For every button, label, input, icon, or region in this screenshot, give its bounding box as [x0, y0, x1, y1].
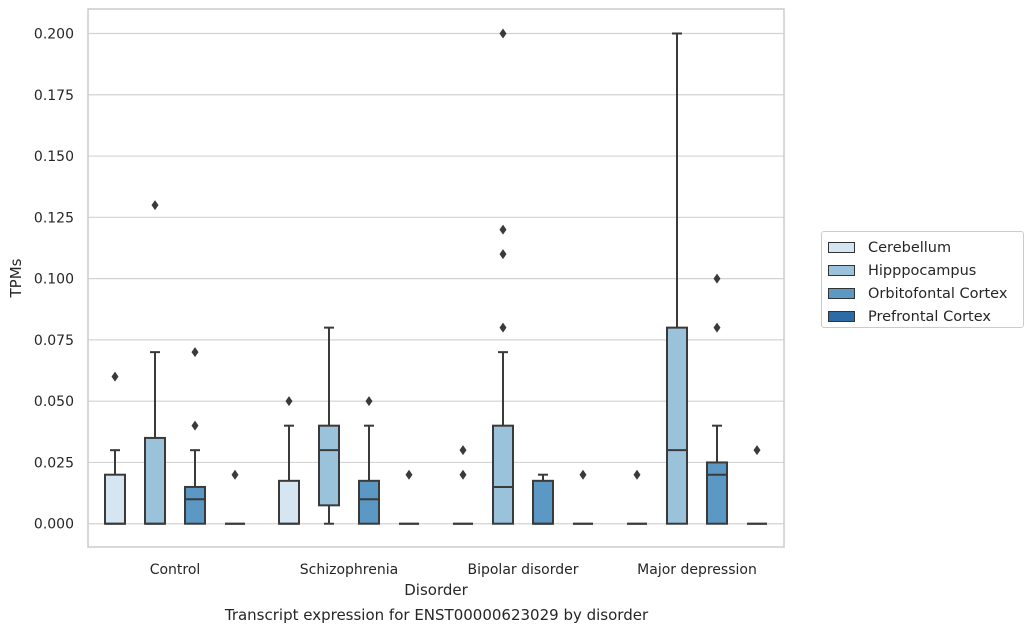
box-body — [184, 485, 206, 525]
legend: Cerebellum Hipppocampus Orbitofontal Cor… — [821, 231, 1024, 328]
y-axis-label: TPMs — [7, 258, 25, 298]
x-tick-labels: Control Schizophrenia Bipolar disorder Majo… — [150, 562, 757, 578]
plot-frame — [87, 8, 785, 548]
outlier-point — [191, 347, 199, 358]
x-tick-label: Schizophrenia — [300, 562, 398, 578]
box-body — [104, 473, 126, 525]
legend-label: Hipppocampus — [868, 262, 977, 279]
box-hipppocampus — [666, 32, 688, 525]
legend-item-prefrontal-cortex: Prefrontal Cortex — [822, 305, 1023, 328]
y-tick-label: 0.175 — [34, 88, 74, 104]
box-body — [492, 424, 514, 525]
legend-swatch-hippocampus — [828, 265, 855, 276]
x-tick-label: Bipolar disorder — [467, 562, 578, 578]
legend-swatch-cerebellum — [828, 242, 855, 253]
outlier-point — [405, 469, 413, 480]
box-orbitofontal-cortex — [358, 396, 380, 525]
legend-item-orbitofrontal-cortex: Orbitofontal Cortex — [822, 282, 1023, 305]
x-axis-label: Disorder — [404, 581, 468, 599]
outlier-point — [499, 322, 507, 333]
box-orbitofontal-cortex — [706, 273, 728, 525]
y-tick-label: 0.050 — [34, 394, 74, 410]
box-orbitofontal-cortex — [532, 473, 554, 525]
y-tick-label: 0.150 — [34, 149, 74, 165]
legend-label: Prefrontal Cortex — [868, 308, 991, 325]
box-hipppocampus — [492, 28, 514, 525]
outlier-point — [111, 371, 119, 382]
outlier-point — [753, 445, 761, 456]
box-prefrontal-cortex — [399, 469, 419, 525]
outlier-point — [459, 469, 467, 480]
y-tick-label: 0.200 — [34, 27, 74, 43]
box-hipppocampus — [144, 200, 166, 525]
box-cerebellum — [453, 445, 473, 525]
legend-item-hippocampus: Hipppocampus — [822, 259, 1023, 282]
legend-label: Orbitofontal Cortex — [868, 285, 1008, 302]
legend-swatch-orbitofrontal-cortex — [828, 288, 855, 299]
box-hipppocampus — [318, 326, 340, 525]
outlier-point — [285, 396, 293, 407]
chart-caption: Transcript expression for ENST0000062302… — [224, 606, 649, 624]
box-series — [104, 28, 767, 525]
outlier-point — [151, 200, 159, 211]
outlier-point — [499, 28, 507, 39]
x-tick-label: Control — [150, 562, 201, 578]
box-orbitofontal-cortex — [184, 347, 206, 525]
box-body — [144, 436, 166, 525]
x-tick-label: Major depression — [637, 562, 757, 578]
y-tick-labels: 0.000 0.025 0.050 0.075 0.100 0.125 0.150 0.175… — [34, 27, 74, 533]
y-tick-label: 0.100 — [34, 272, 74, 288]
box-body — [318, 424, 340, 507]
outlier-point — [713, 322, 721, 333]
grid-lines — [88, 32, 784, 525]
legend-item-cerebellum: Cerebellum — [822, 236, 1023, 259]
outlier-point — [365, 396, 373, 407]
outlier-point — [459, 445, 467, 456]
outlier-point — [499, 249, 507, 260]
legend-label: Cerebellum — [868, 239, 952, 256]
box-prefrontal-cortex — [747, 445, 767, 525]
box-body — [532, 479, 554, 525]
box-body — [706, 461, 728, 525]
y-tick-label: 0.000 — [34, 517, 74, 533]
y-tick-label: 0.025 — [34, 455, 74, 471]
outlier-point — [633, 469, 641, 480]
y-tick-label: 0.125 — [34, 210, 74, 226]
outlier-point — [499, 224, 507, 235]
box-body — [358, 479, 380, 525]
y-tick-label: 0.075 — [34, 333, 74, 349]
box-cerebellum — [104, 371, 126, 525]
box-prefrontal-cortex — [573, 469, 593, 525]
outlier-point — [579, 469, 587, 480]
outlier-point — [191, 420, 199, 431]
box-body — [666, 326, 688, 525]
legend-swatch-prefrontal-cortex — [828, 311, 855, 322]
box-body — [278, 479, 300, 525]
outlier-point — [713, 273, 721, 284]
box-prefrontal-cortex — [225, 469, 245, 525]
outlier-point — [231, 469, 239, 480]
box-cerebellum — [278, 396, 300, 525]
box-cerebellum — [627, 469, 647, 525]
